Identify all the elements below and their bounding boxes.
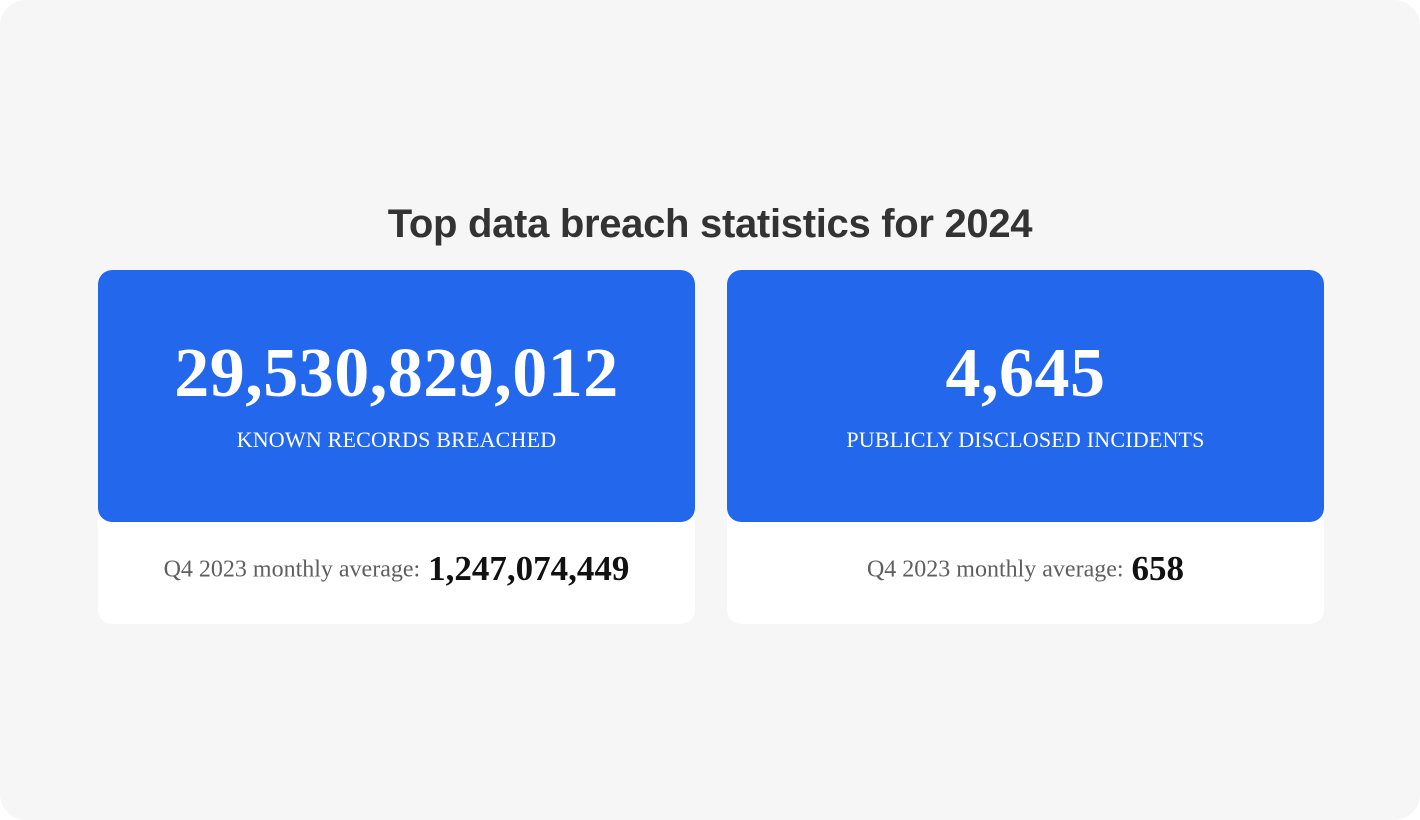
stat-value: 29,530,829,012: [174, 335, 619, 412]
stat-footer: Q4 2023 monthly average: 658: [727, 544, 1324, 594]
stat-highlight-panel: [727, 270, 1324, 522]
stat-card-incidents: [727, 270, 1324, 624]
footer-value: 658: [1131, 549, 1185, 589]
footer-label: Q4 2023 monthly average:: [163, 556, 421, 583]
stat-card-records: [98, 270, 695, 624]
stat-card-records-text: 29,530,829,012 KNOWN RECORDS BREACHED Q4…: [98, 0, 695, 820]
page-title: Top data breach statistics for 2024: [387, 202, 1033, 246]
stat-value: 4,645: [945, 335, 1106, 412]
footer-value: 1,247,074,449: [428, 549, 630, 589]
stat-label: KNOWN RECORDS BREACHED: [236, 427, 557, 452]
stat-card-incidents-text: 4,645 PUBLICLY DISCLOSED INCIDENTS Q4 20…: [727, 0, 1324, 820]
stat-highlight-panel: [98, 270, 695, 522]
stat-footer: Q4 2023 monthly average: 1,247,074,449: [98, 544, 695, 594]
stat-label: PUBLICLY DISCLOSED INCIDENTS: [846, 427, 1205, 452]
footer-label: Q4 2023 monthly average:: [866, 556, 1124, 583]
